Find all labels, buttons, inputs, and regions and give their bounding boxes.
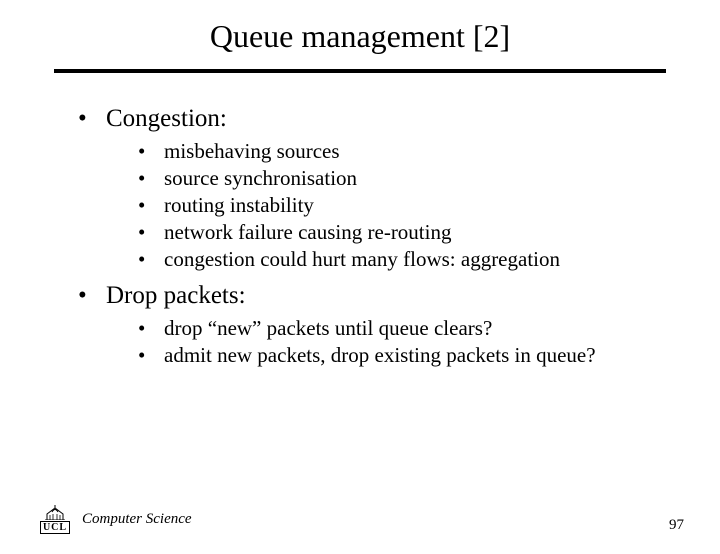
sub-bullet-text: congestion could hurt many flows: aggreg…: [164, 247, 560, 272]
sub-bullet-text: source synchronisation: [164, 166, 357, 191]
sub-bullet: • source synchronisation: [138, 166, 666, 191]
sub-bullet-text: network failure causing re-routing: [164, 220, 451, 245]
footer: UCL Computer Science: [38, 504, 192, 534]
sub-bullet-text: routing instability: [164, 193, 314, 218]
sub-bullet: • drop “new” packets until queue clears?: [138, 316, 666, 341]
sub-bullet: • routing instability: [138, 193, 666, 218]
bullet-marker: •: [138, 316, 164, 341]
bullet-marker: •: [138, 343, 164, 368]
bullet-text: Congestion:: [106, 105, 227, 133]
bullet-congestion: • Congestion:: [78, 105, 666, 133]
bullet-marker: •: [138, 139, 164, 164]
bullet-text: Drop packets:: [106, 282, 246, 310]
footer-dept: Computer Science: [82, 511, 192, 528]
bullet-marker: •: [78, 105, 106, 133]
bullet-marker: •: [138, 247, 164, 272]
page-number: 97: [669, 517, 684, 534]
bullet-drop-packets: • Drop packets:: [78, 282, 666, 310]
bullet-marker: •: [138, 220, 164, 245]
ucl-dome-icon: [44, 504, 66, 520]
sub-bullet: • misbehaving sources: [138, 139, 666, 164]
sub-bullet-text: misbehaving sources: [164, 139, 340, 164]
ucl-logo-text: UCL: [40, 521, 70, 534]
sub-bullet: • congestion could hurt many flows: aggr…: [138, 247, 666, 272]
slide-content: • Congestion: • misbehaving sources • so…: [0, 73, 720, 368]
slide-title: Queue management [2]: [0, 0, 720, 69]
ucl-logo: UCL: [38, 504, 72, 534]
sub-bullet: • network failure causing re-routing: [138, 220, 666, 245]
slide: Queue management [2] • Congestion: • mis…: [0, 0, 720, 554]
bullet-marker: •: [78, 282, 106, 310]
bullet-marker: •: [138, 166, 164, 191]
sub-bullet-text: admit new packets, drop existing packets…: [164, 343, 596, 368]
sub-bullet-text: drop “new” packets until queue clears?: [164, 316, 492, 341]
bullet-marker: •: [138, 193, 164, 218]
sub-bullet: • admit new packets, drop existing packe…: [138, 343, 666, 368]
